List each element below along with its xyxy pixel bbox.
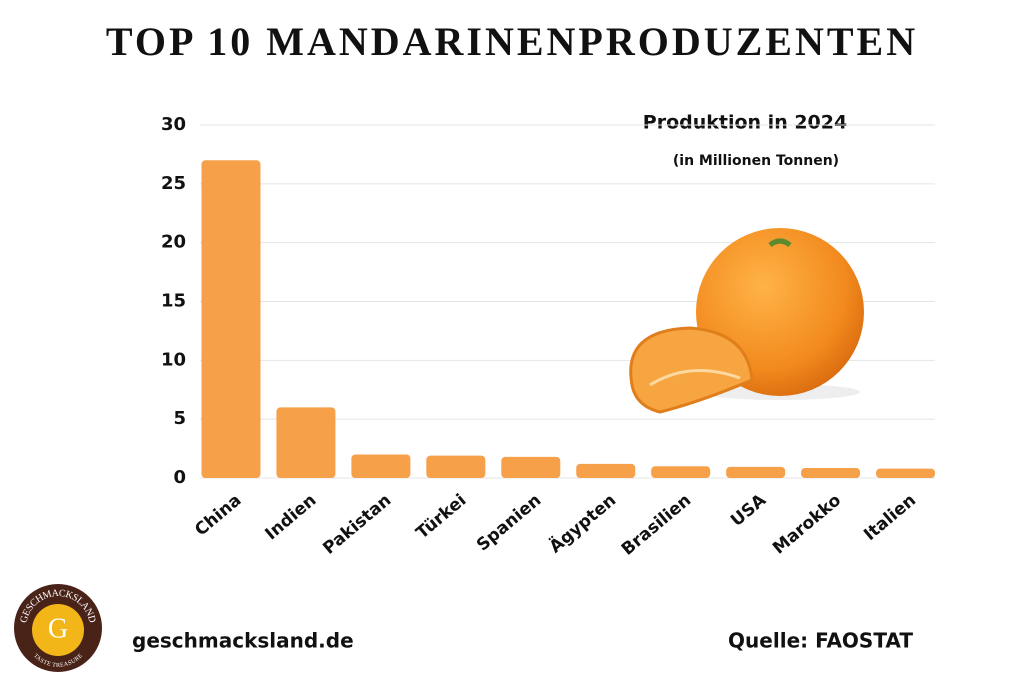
x-tick-label: Pakistan	[319, 490, 395, 558]
subtitle: Produktion in 2024	[643, 112, 847, 134]
bar	[351, 454, 411, 478]
y-tick-label: 10	[161, 349, 186, 370]
logo: G GESCHMACKSLAND TASTE TREASURE	[14, 584, 102, 672]
bar	[801, 467, 861, 478]
bar	[876, 468, 936, 478]
orange-illustration	[629, 228, 864, 414]
bar	[501, 456, 561, 478]
x-tick-label: Brasilien	[618, 490, 695, 559]
bar	[576, 463, 636, 478]
x-tick-label: Marokko	[769, 490, 845, 558]
bar	[201, 160, 261, 479]
chart-title: TOP 10 MANDARINENPRODUZENTEN	[106, 19, 918, 64]
logo-letter: G	[48, 613, 68, 644]
website: geschmacksland.de	[132, 629, 354, 653]
y-tick-label: 30	[161, 114, 186, 135]
bar	[276, 407, 336, 478]
y-tick-label: 5	[173, 408, 186, 429]
bar	[426, 455, 486, 478]
x-tick-label: Ägypten	[544, 489, 620, 557]
y-tick-label: 25	[161, 173, 186, 194]
x-tick-label: Italien	[860, 490, 920, 545]
x-tick-label: Türkei	[412, 490, 470, 543]
source: Quelle: FAOSTAT	[728, 629, 913, 653]
unit-note: (in Millionen Tonnen)	[673, 153, 839, 169]
x-tick-label: Spanien	[473, 490, 545, 555]
x-tick-label: China	[191, 490, 245, 540]
y-tick-label: 20	[161, 232, 186, 253]
x-tick-label: USA	[727, 490, 771, 531]
bar	[726, 466, 786, 478]
y-tick-label: 0	[173, 467, 186, 488]
y-tick-label: 15	[161, 291, 186, 312]
bar	[651, 466, 711, 478]
x-tick-label: Indien	[261, 490, 320, 544]
